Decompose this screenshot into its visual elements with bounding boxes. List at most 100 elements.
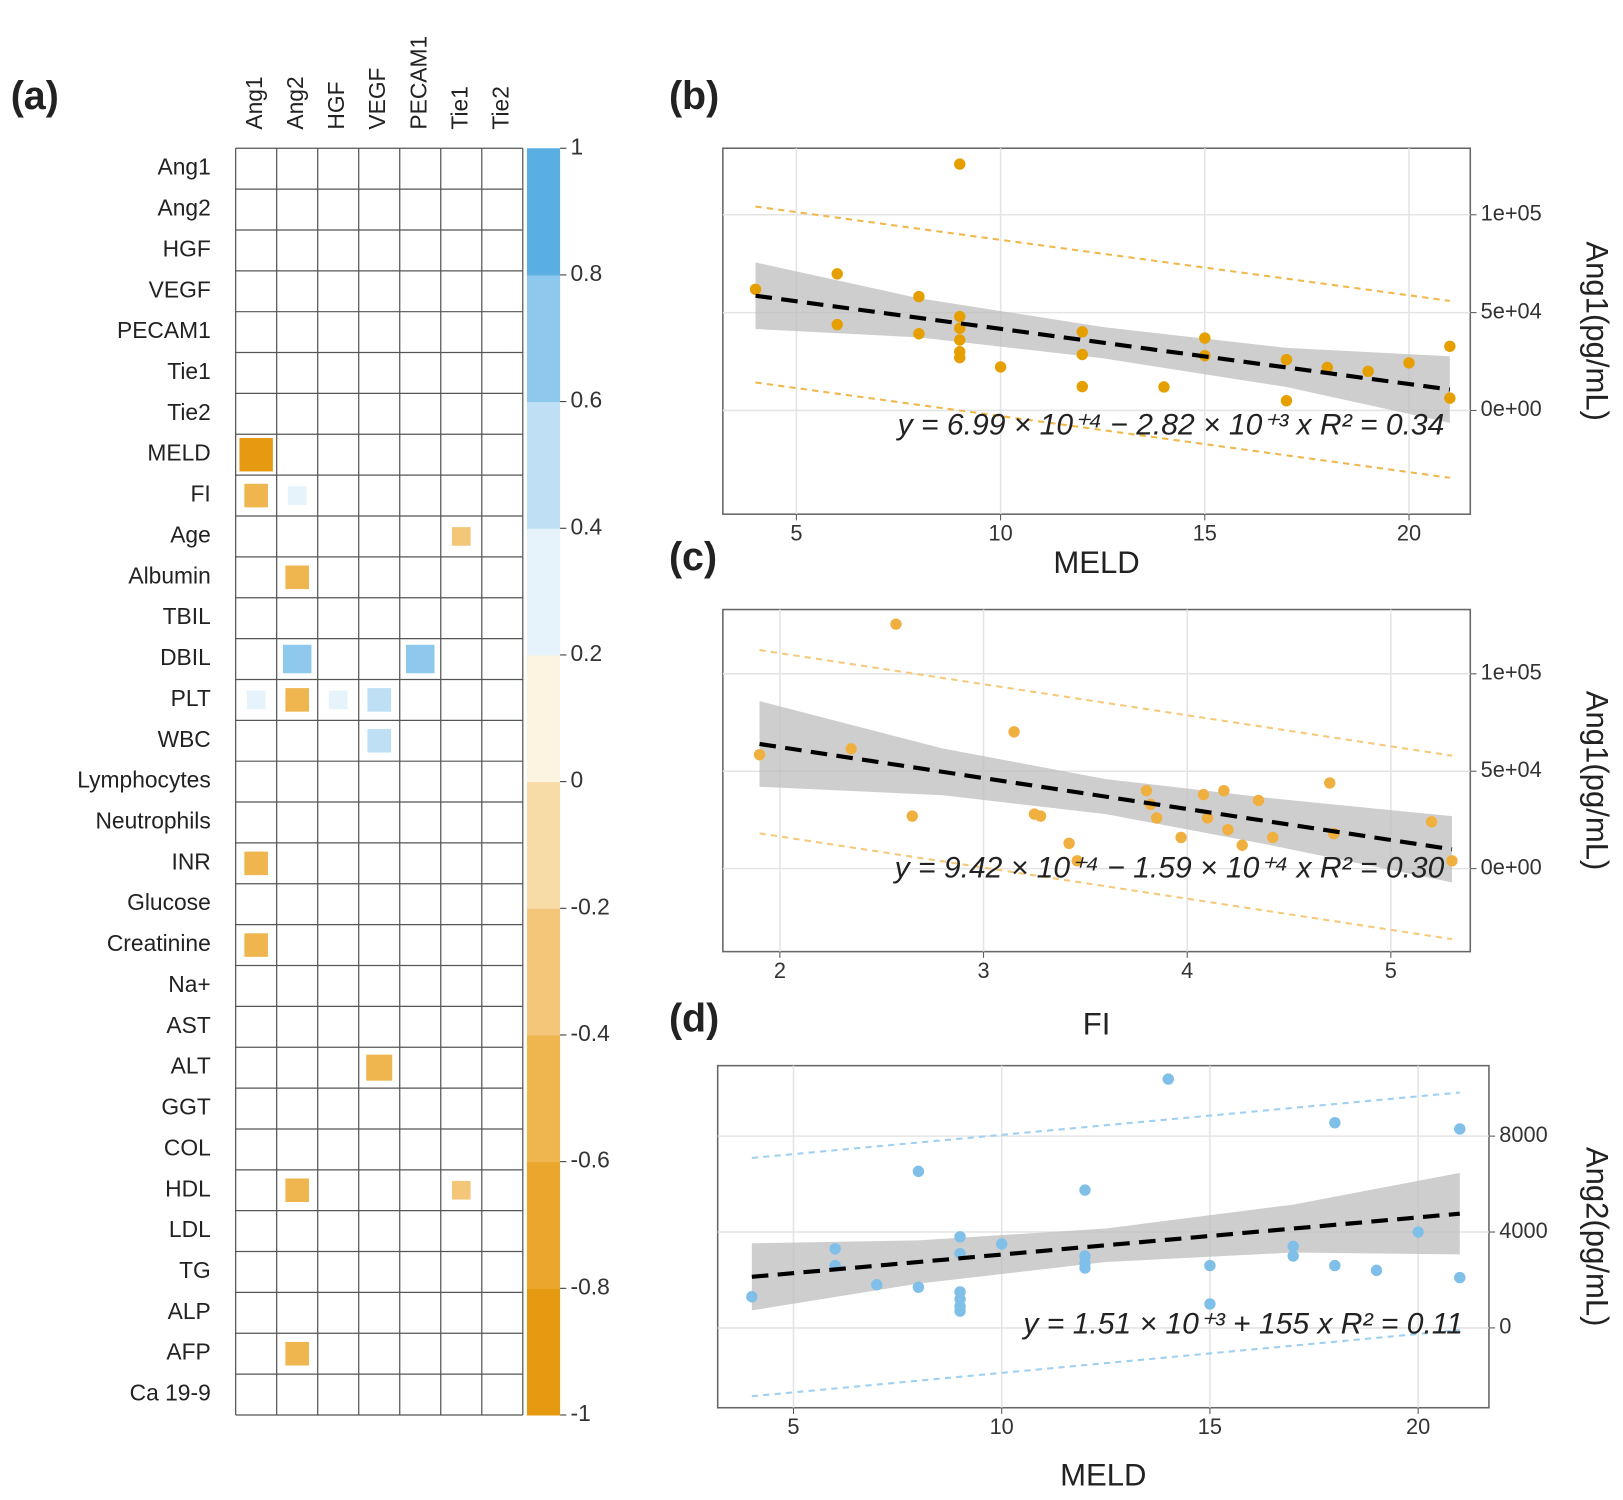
y-tick-label: 1e+05 bbox=[1481, 201, 1542, 226]
colorbar-segment bbox=[526, 1161, 561, 1289]
colorbar-label: -0.6 bbox=[570, 1147, 609, 1173]
point bbox=[912, 1281, 925, 1293]
point bbox=[954, 1231, 966, 1243]
point bbox=[906, 810, 918, 822]
point bbox=[1222, 823, 1234, 836]
cell bbox=[284, 687, 311, 713]
point bbox=[1158, 381, 1170, 393]
cell bbox=[238, 436, 274, 473]
point bbox=[1175, 831, 1187, 844]
row-label: Ang2 bbox=[158, 195, 211, 221]
cell bbox=[366, 687, 393, 713]
point bbox=[1034, 810, 1047, 822]
prediction-line bbox=[759, 649, 1453, 757]
colorbar-label: 0.2 bbox=[570, 640, 602, 666]
row-label: PECAM1 bbox=[117, 317, 211, 343]
row-label: MELD bbox=[147, 440, 210, 466]
point bbox=[753, 748, 766, 761]
x-tick-label: 4 bbox=[1181, 958, 1193, 983]
fit-line bbox=[751, 1211, 1460, 1279]
y-tick-label: 5e+04 bbox=[1481, 757, 1542, 782]
column-label: Ang2 bbox=[282, 76, 308, 129]
point bbox=[1324, 777, 1336, 789]
row-label: AFP bbox=[166, 1339, 210, 1365]
point bbox=[1454, 1271, 1466, 1284]
point bbox=[1076, 380, 1088, 393]
cell bbox=[450, 1179, 472, 1201]
point bbox=[845, 743, 857, 755]
point bbox=[954, 158, 966, 170]
cell bbox=[450, 526, 472, 547]
point bbox=[1252, 794, 1265, 807]
point bbox=[1425, 816, 1438, 828]
point bbox=[994, 361, 1007, 373]
point bbox=[1454, 1123, 1466, 1135]
point bbox=[913, 290, 925, 303]
colorbar-segment bbox=[526, 654, 561, 783]
row-label: FI bbox=[191, 481, 211, 507]
point bbox=[1162, 1073, 1174, 1085]
point bbox=[1236, 839, 1248, 851]
point bbox=[954, 351, 966, 364]
point bbox=[1218, 785, 1230, 797]
point bbox=[746, 1291, 758, 1303]
y-axis-label: Ang1(pg/mL) bbox=[1579, 241, 1614, 421]
cell bbox=[404, 643, 436, 675]
row-label: PLT bbox=[171, 685, 211, 711]
colorbar-segment bbox=[526, 274, 561, 403]
y-tick-label: 4000 bbox=[1499, 1218, 1547, 1243]
column-label: PECAM1 bbox=[405, 36, 431, 130]
panel-label: (b) bbox=[669, 74, 719, 118]
x-axis-label: FI bbox=[1083, 1006, 1111, 1041]
fit-line bbox=[755, 293, 1451, 392]
x-tick-label: 2 bbox=[774, 958, 786, 983]
point bbox=[890, 618, 902, 630]
point bbox=[1197, 788, 1210, 801]
row-label: TBIL bbox=[163, 603, 211, 629]
colorbar-segment bbox=[526, 781, 561, 909]
cell bbox=[284, 564, 311, 591]
column-label: HGF bbox=[323, 81, 349, 129]
x-tick-label: 15 bbox=[1198, 1414, 1222, 1439]
row-label: Albumin bbox=[128, 562, 210, 588]
colorbar-label: -1 bbox=[570, 1400, 590, 1426]
colorbar-segment bbox=[526, 908, 561, 1036]
row-label: Glucose bbox=[127, 889, 211, 915]
column-label: Tie2 bbox=[487, 86, 513, 130]
point bbox=[954, 334, 966, 346]
row-label: DBIL bbox=[160, 644, 211, 670]
colorbar-segment bbox=[526, 528, 561, 656]
row-label: COL bbox=[164, 1134, 211, 1160]
point bbox=[1446, 855, 1458, 867]
colorbar-segment bbox=[526, 401, 561, 529]
prediction-line bbox=[755, 205, 1450, 302]
row-label: HDL bbox=[165, 1175, 211, 1201]
point bbox=[1076, 326, 1088, 338]
row-label: HGF bbox=[163, 235, 211, 261]
column-label: Tie1 bbox=[446, 86, 472, 130]
y-axis-label: Ang1(pg/mL) bbox=[1579, 691, 1614, 871]
row-label: VEGF bbox=[149, 276, 211, 302]
x-tick-label: 20 bbox=[1397, 521, 1421, 546]
point bbox=[831, 318, 843, 331]
heatmap: Ang1 Ang2 HGF VEGF PECAM1 Tie1 Tie2 Ang1 Ang2 HGF… bbox=[77, 36, 610, 1426]
colorbar-label: 0.4 bbox=[570, 513, 602, 539]
prediction-line bbox=[759, 832, 1453, 941]
cell bbox=[243, 482, 269, 509]
point bbox=[1199, 332, 1211, 344]
row-label: GGT bbox=[161, 1094, 210, 1120]
point bbox=[1287, 1250, 1299, 1262]
row-label: Creatinine bbox=[107, 930, 211, 956]
cell bbox=[286, 485, 308, 506]
point bbox=[1140, 785, 1153, 797]
confidence-band bbox=[759, 701, 1452, 883]
point bbox=[1201, 812, 1214, 824]
row-label: Lymphocytes bbox=[77, 767, 210, 793]
x-axis-label: MELD bbox=[1060, 1457, 1146, 1492]
point bbox=[1370, 1264, 1383, 1277]
point bbox=[954, 1305, 966, 1317]
row-label: WBC bbox=[158, 726, 211, 752]
point bbox=[1321, 361, 1334, 374]
point bbox=[954, 310, 966, 323]
equation: y = 1.51 × 10⁺³ + 155 x R² = 0.11 bbox=[1021, 1308, 1463, 1341]
